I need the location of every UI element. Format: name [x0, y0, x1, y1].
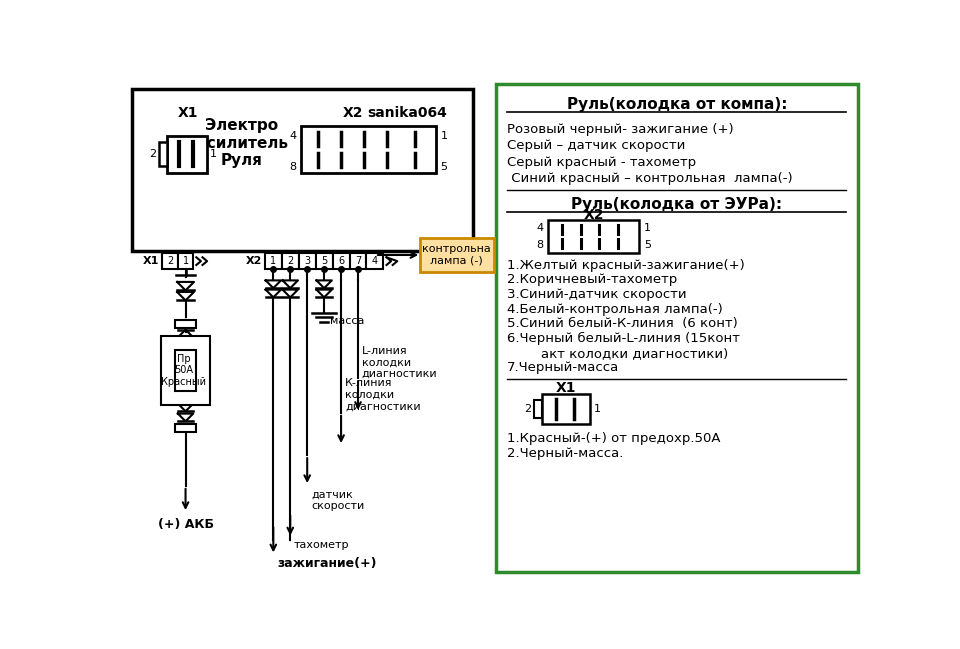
Text: 6: 6 — [338, 256, 344, 266]
Text: 5: 5 — [441, 162, 447, 172]
Text: Серый красный - тахометр: Серый красный - тахометр — [507, 156, 696, 169]
Bar — [332, 254, 349, 269]
Text: 1.Желтый красный-зажигание(+): 1.Желтый красный-зажигание(+) — [507, 259, 744, 272]
Text: 1: 1 — [644, 223, 651, 233]
Text: зажигание(+): зажигание(+) — [277, 557, 376, 570]
Bar — [132, 90, 472, 251]
Text: 8: 8 — [289, 162, 297, 172]
Text: 1: 1 — [210, 149, 217, 159]
Text: X2: X2 — [584, 208, 604, 222]
FancyBboxPatch shape — [420, 238, 493, 272]
Text: X2: X2 — [246, 256, 262, 266]
Text: тахометр: тахометр — [294, 540, 349, 550]
Text: 1.Красный-(+) от предохр.50А: 1.Красный-(+) от предохр.50А — [507, 432, 720, 445]
Bar — [349, 254, 367, 269]
Text: 2: 2 — [524, 404, 531, 414]
Bar — [162, 254, 178, 269]
Text: X1: X1 — [178, 106, 198, 119]
Bar — [367, 254, 383, 269]
Text: 2: 2 — [287, 256, 294, 266]
Text: X1: X1 — [556, 381, 576, 395]
Text: контрольна
лампа (-): контрольна лампа (-) — [422, 244, 491, 266]
Text: 5: 5 — [321, 256, 327, 266]
Text: акт колодки диагностики): акт колодки диагностики) — [507, 347, 728, 360]
Text: датчик
скорости: датчик скорости — [311, 490, 364, 511]
Text: 1: 1 — [593, 404, 601, 414]
Text: (+) АКБ: (+) АКБ — [157, 518, 213, 531]
Bar — [535, 400, 542, 418]
Text: Руль(колодка от компа):: Руль(колодка от компа): — [566, 97, 787, 112]
Text: 2.Черный-масса.: 2.Черный-масса. — [507, 447, 623, 461]
Bar — [161, 336, 210, 405]
Bar — [548, 220, 639, 252]
Text: 2: 2 — [167, 256, 173, 266]
Text: 2.Коричневый-тахометр: 2.Коричневый-тахометр — [507, 273, 677, 286]
Text: X1: X1 — [143, 256, 159, 266]
Bar — [167, 136, 207, 173]
Bar — [159, 141, 167, 166]
Text: 3.Синий-датчик скорости: 3.Синий-датчик скорости — [507, 288, 686, 301]
Text: 5: 5 — [644, 240, 651, 250]
Text: Синий красный – контрольная  лампа(-): Синий красный – контрольная лампа(-) — [507, 172, 792, 185]
Text: sanika064: sanika064 — [368, 106, 447, 119]
Text: 4: 4 — [537, 223, 543, 233]
Text: Розовый черный- зажигание (+): Розовый черный- зажигание (+) — [507, 123, 733, 136]
Text: 8: 8 — [537, 240, 543, 250]
Text: Электро
Усилитель
Руля: Электро Усилитель Руля — [195, 118, 288, 168]
Text: 2: 2 — [149, 149, 156, 159]
Text: 1: 1 — [271, 256, 276, 266]
Bar — [175, 424, 196, 432]
Text: 4: 4 — [289, 131, 297, 141]
Bar — [299, 254, 316, 269]
Text: 7.Черный-масса: 7.Черный-масса — [507, 361, 619, 374]
Bar — [496, 84, 857, 572]
Text: 1: 1 — [182, 256, 188, 266]
Text: Пр
50А
Красный: Пр 50А Красный — [161, 354, 206, 387]
Bar — [265, 254, 282, 269]
Text: 4: 4 — [372, 256, 378, 266]
Text: X2: X2 — [343, 106, 364, 119]
Text: Серый – датчик скорости: Серый – датчик скорости — [507, 140, 685, 153]
Bar — [175, 350, 196, 391]
Bar — [178, 254, 193, 269]
Text: L-линия
колодки
диагностики: L-линия колодки диагностики — [362, 346, 438, 379]
Text: 7: 7 — [355, 256, 361, 266]
Text: К-линия
колодки
диагностики: К-линия колодки диагностики — [345, 378, 420, 411]
Text: масса: масса — [330, 316, 365, 326]
Bar — [282, 254, 299, 269]
Bar — [175, 321, 196, 328]
Bar — [301, 126, 436, 173]
Text: 5.Синий белый-К-линия  (6 конт): 5.Синий белый-К-линия (6 конт) — [507, 317, 737, 330]
Text: 3: 3 — [304, 256, 310, 266]
Bar — [316, 254, 332, 269]
Text: 6.Черный белый-L-линия (15конт: 6.Черный белый-L-линия (15конт — [507, 332, 739, 345]
Text: 4.Белый-контрольная лампа(-): 4.Белый-контрольная лампа(-) — [507, 302, 722, 315]
Bar — [542, 393, 589, 424]
Text: Руль(колодка от ЭУРа):: Руль(колодка от ЭУРа): — [571, 197, 782, 212]
Text: 1: 1 — [441, 131, 447, 141]
